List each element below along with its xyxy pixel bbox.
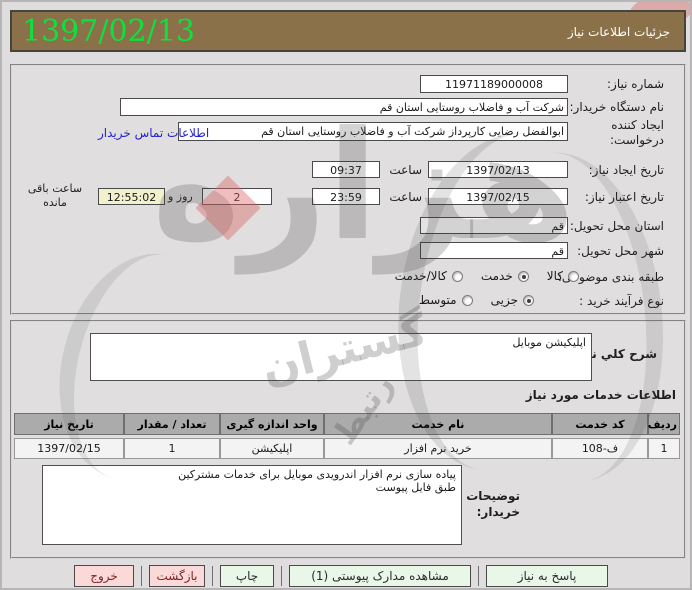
time-remaining-label: ساعت باقی مانده: [27, 182, 83, 209]
remaining-time-field: 12:55:02: [98, 188, 165, 205]
expiry-date-label: تاریخ اعتبار نیاز:: [584, 190, 664, 204]
process-type-label: نوع فرآیند خرید :: [579, 294, 664, 308]
city-field[interactable]: قم: [420, 242, 568, 259]
process-option-label: متوسط: [418, 293, 457, 307]
category-label: طبقه بندی موضوعی:: [557, 270, 664, 284]
button-separator: [478, 566, 479, 586]
cell-service-name: خرید نرم افزار: [324, 438, 552, 459]
category-option-goods-service[interactable]: کالا/خدمت: [395, 269, 463, 283]
buyer-notes-label: توضیحات خریدار:: [466, 489, 520, 519]
province-label: استان محل تحویل:: [569, 219, 664, 233]
process-type-options: جزیی متوسط: [419, 293, 534, 307]
process-option-label: جزیی: [490, 293, 518, 307]
category-option-label: کالا: [546, 269, 563, 283]
col-service-code: کد خدمت: [552, 413, 648, 435]
back-button[interactable]: بازگشت: [149, 565, 205, 587]
buyer-contact-link[interactable]: اطلاعات تماس خریدار: [98, 126, 210, 140]
buyer-notes-textarea[interactable]: پیاده سازی نرم افزار اندرویدی موبایل برا…: [42, 465, 462, 545]
need-info-panel: شماره نیاز: 11971189000008 نام دستگاه خر…: [10, 64, 686, 315]
cell-need-date: 1397/02/15: [14, 438, 124, 459]
created-date-label: تاریخ ایجاد نیاز:: [588, 163, 664, 177]
radio-goods-service-icon[interactable]: [451, 270, 463, 282]
cell-row-number: 1: [648, 438, 680, 459]
creator-label: ایجاد کننده درخواست:: [610, 118, 664, 147]
process-option-minor[interactable]: جزیی: [491, 293, 534, 307]
expiry-hour-label: ساعت: [389, 190, 422, 204]
cell-quantity: 1: [124, 438, 220, 459]
expiry-date-field[interactable]: 1397/02/15: [428, 188, 568, 205]
need-description-panel: شرح کلي نیاز: اپلیکیشن موبایل اطلاعات خد…: [10, 320, 686, 559]
category-options: کالا خدمت کالا/خدمت: [395, 269, 579, 283]
action-button-bar: پاسخ به نیاز مشاهده مدارک پیوستی (1) چاپ…: [74, 565, 608, 587]
created-date-field[interactable]: 1397/02/13: [428, 161, 568, 178]
remaining-days-field: 2: [202, 188, 272, 205]
view-attachments-button[interactable]: مشاهده مدارک پیوستی (1): [289, 565, 471, 587]
description-label: شرح کلي نیاز:: [571, 347, 657, 361]
buyer-org-label: نام دستگاه خریدار:: [569, 100, 665, 114]
cell-unit: اپلیکیشن: [220, 438, 324, 459]
process-option-medium[interactable]: متوسط: [419, 293, 473, 307]
header-date: 1397/02/13: [22, 14, 195, 49]
category-option-label: خدمت: [480, 269, 513, 283]
radio-medium-icon[interactable]: [461, 294, 473, 306]
description-textarea[interactable]: اپلیکیشن موبایل: [90, 333, 592, 381]
buyer-org-field[interactable]: شرکت آب و فاضلاب روستایی استان قم: [120, 98, 568, 116]
title-bar: 1397/02/13 جزئیات اطلاعات نیاز: [10, 10, 686, 52]
radio-minor-icon[interactable]: [523, 294, 534, 306]
print-button[interactable]: چاپ: [220, 565, 274, 587]
services-section-title: اطلاعات خدمات مورد نیاز: [525, 388, 676, 402]
col-need-date: تاریخ نیاز: [14, 413, 124, 435]
expiry-time-field[interactable]: 23:59: [312, 188, 380, 205]
province-field[interactable]: قم: [420, 217, 568, 234]
creator-field[interactable]: ابوالفضل رضایی کارپرداز شرکت آب و فاضلاب…: [178, 122, 568, 141]
category-option-goods[interactable]: کالا: [547, 269, 579, 283]
table-row[interactable]: 1 ف-108 خرید نرم افزار اپلیکیشن 1 1397/0…: [14, 438, 680, 459]
respond-button[interactable]: پاسخ به نیاز: [486, 565, 608, 587]
created-hour-label: ساعت: [389, 163, 422, 177]
page-title: جزئیات اطلاعات نیاز: [567, 25, 670, 39]
category-option-label: کالا/خدمت: [394, 269, 447, 283]
col-row-number: ردیف: [648, 413, 680, 435]
city-label: شهر محل تحویل:: [577, 244, 664, 258]
days-and-label: روز و: [168, 190, 193, 203]
services-table-header-row: ردیف کد خدمت نام خدمت واحد اندازه گیری ت…: [14, 413, 680, 435]
created-time-field[interactable]: 09:37: [312, 161, 380, 178]
services-table: ردیف کد خدمت نام خدمت واحد اندازه گیری ت…: [14, 410, 680, 462]
cell-service-code: ف-108: [552, 438, 648, 459]
category-option-service[interactable]: خدمت: [481, 269, 529, 283]
col-service-name: نام خدمت: [324, 413, 552, 435]
button-separator: [141, 566, 142, 586]
need-number-label: شماره نیاز:: [607, 77, 664, 91]
exit-button[interactable]: خروج: [74, 565, 134, 587]
col-quantity: تعداد / مقدار: [124, 413, 220, 435]
radio-service-icon[interactable]: [517, 270, 529, 282]
need-number-field[interactable]: 11971189000008: [420, 75, 568, 93]
col-unit: واحد اندازه گیری: [220, 413, 324, 435]
radio-goods-icon[interactable]: [568, 270, 579, 282]
button-separator: [212, 566, 213, 586]
button-separator: [281, 566, 282, 586]
